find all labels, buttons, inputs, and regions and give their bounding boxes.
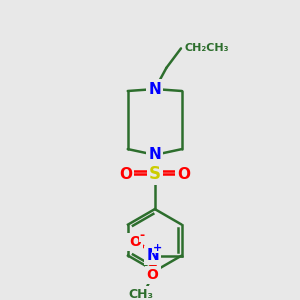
Text: N: N xyxy=(148,147,161,162)
Text: N: N xyxy=(146,248,159,263)
Text: S: S xyxy=(149,165,161,183)
Text: +: + xyxy=(153,243,162,253)
Text: CH₂CH₃: CH₂CH₃ xyxy=(185,44,230,53)
Text: N: N xyxy=(148,82,161,97)
Text: O: O xyxy=(119,167,132,182)
Text: O: O xyxy=(129,235,141,249)
Text: O: O xyxy=(177,167,190,182)
Text: -: - xyxy=(140,229,145,242)
Text: CH₃: CH₃ xyxy=(129,288,154,300)
Text: O: O xyxy=(147,268,159,282)
